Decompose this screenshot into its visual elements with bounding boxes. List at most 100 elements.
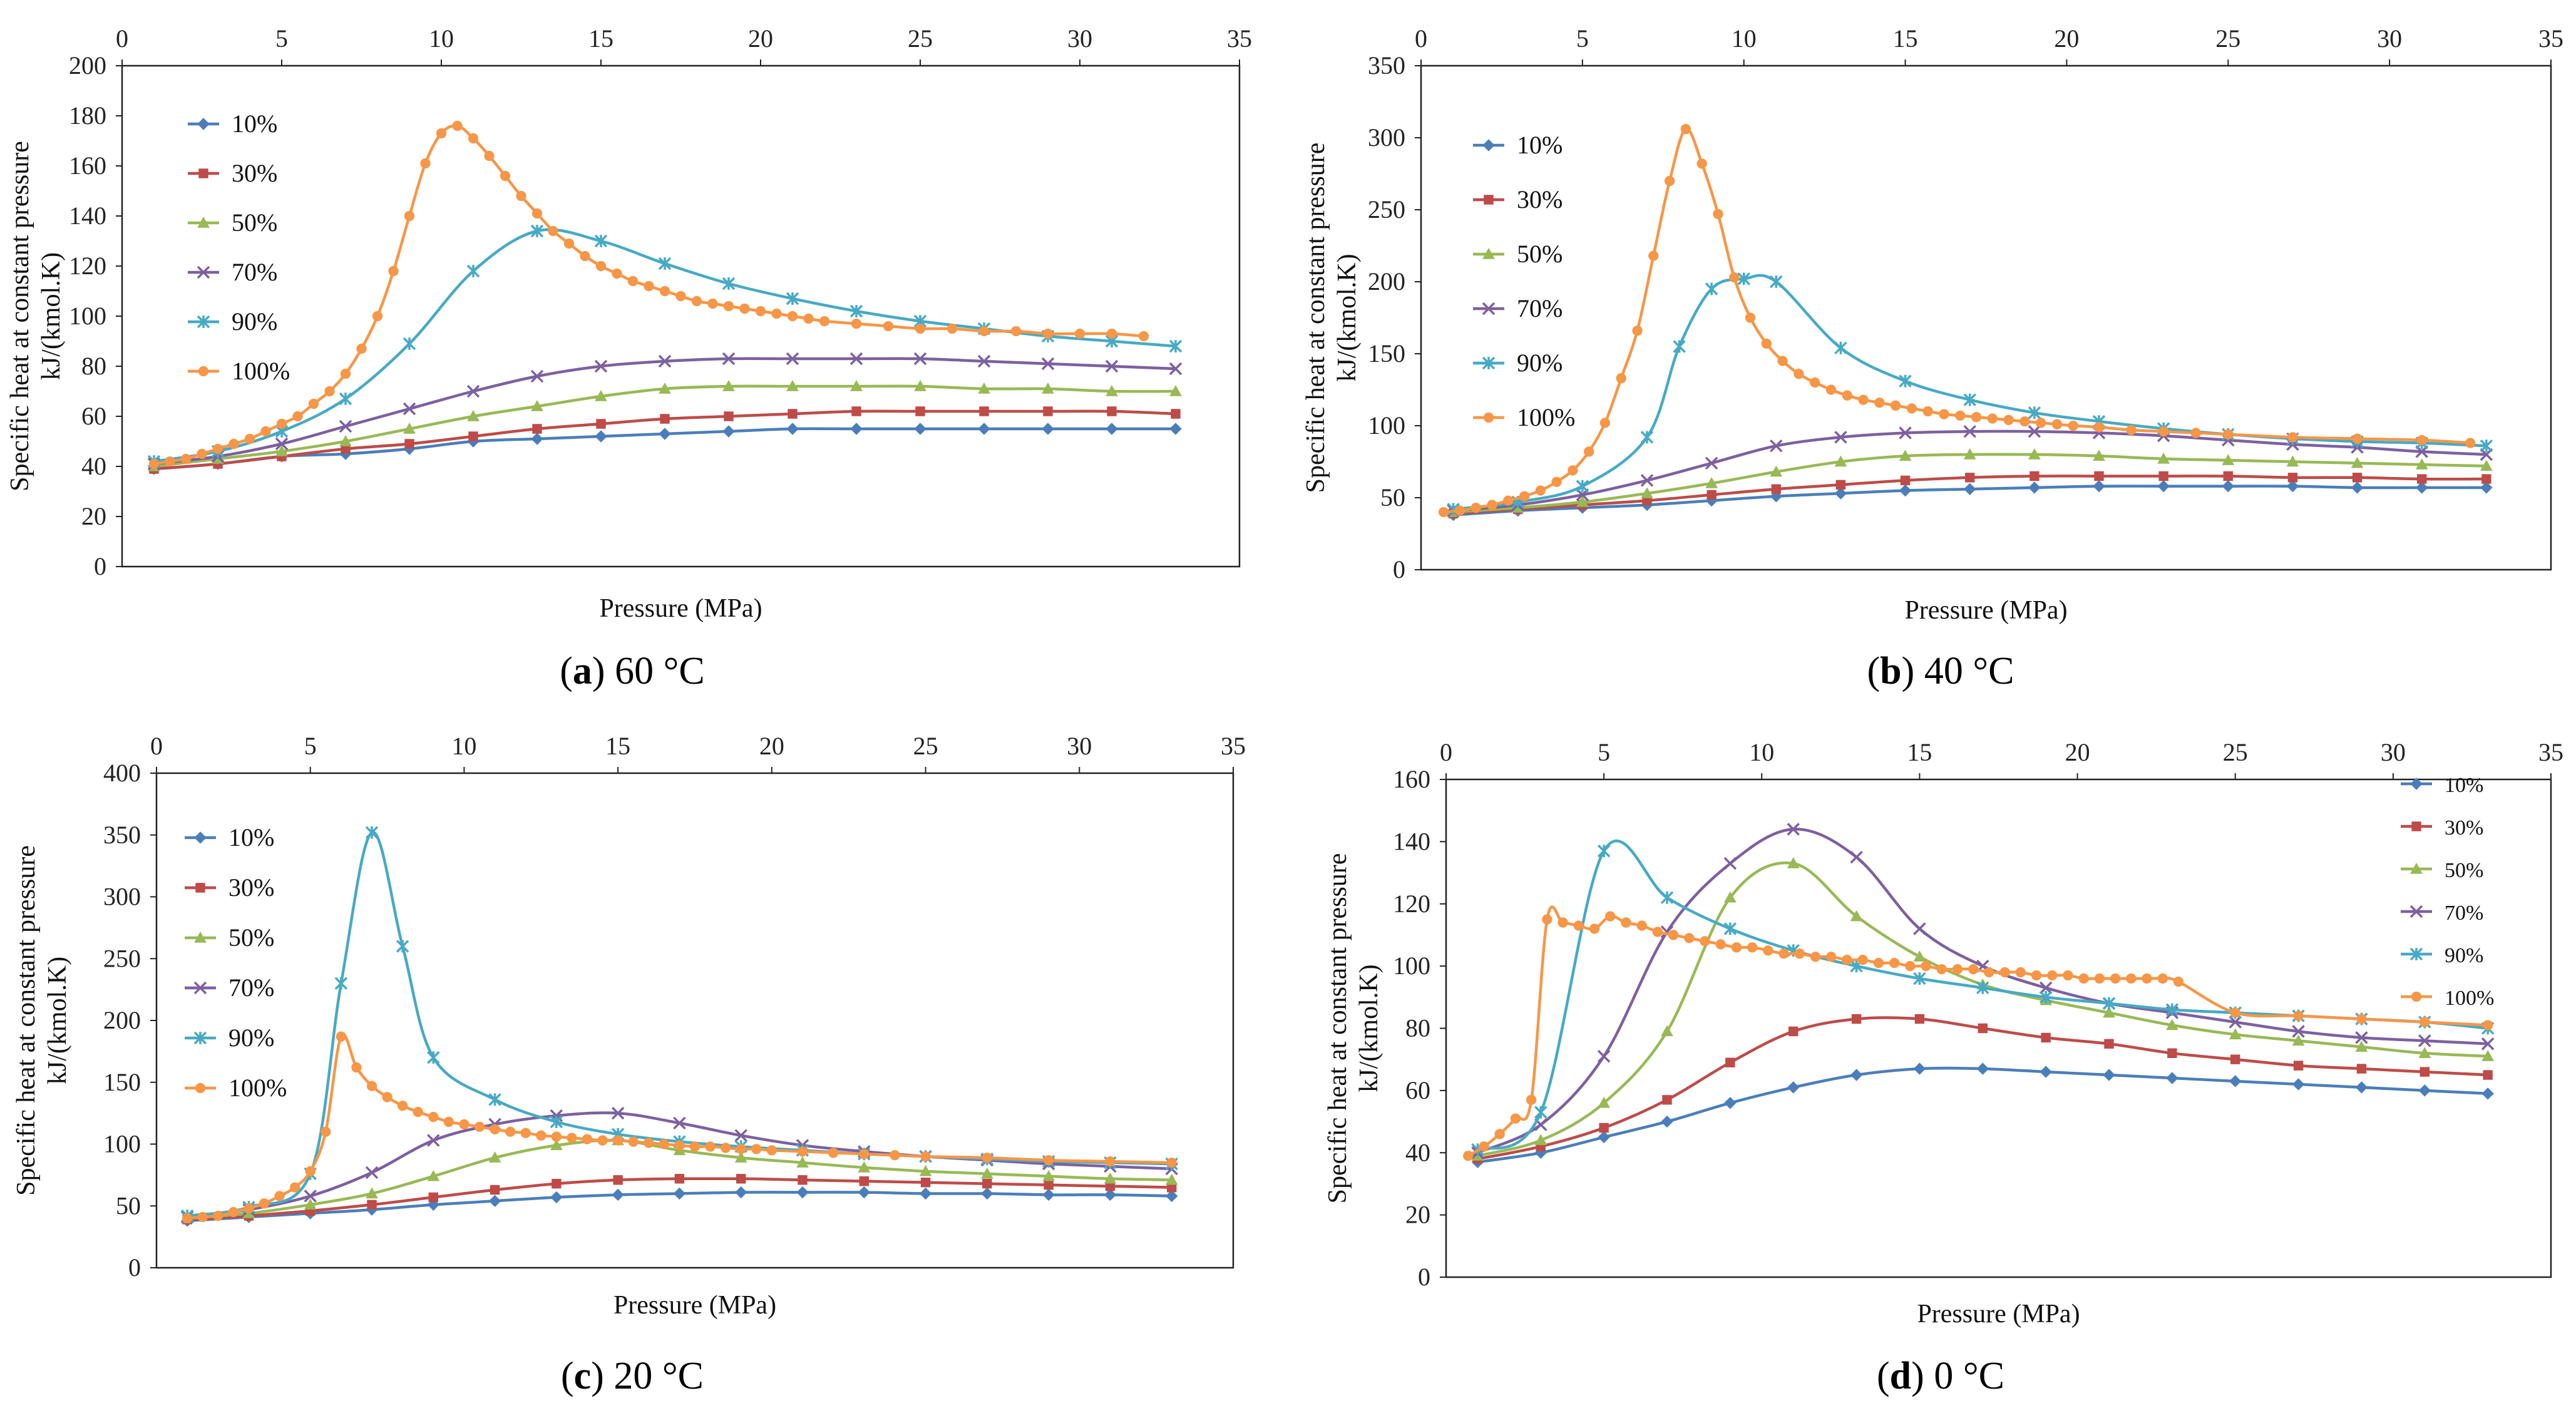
data-point [2028,424,2041,438]
data-point [1605,911,1616,922]
data-point [443,1116,454,1128]
data-point [550,1139,563,1151]
data-point [2028,481,2041,494]
legend-label: 30% [228,873,274,902]
data-point [1696,158,1707,169]
legend-c: 10% 30% 50% 70% 90% 100% [185,823,287,1102]
data-point [2078,973,2089,984]
series-100pct [182,1031,1177,1224]
data-point [1705,282,1718,295]
data-point [1747,942,1758,953]
data-point [488,1093,501,1106]
data-point [2028,406,2041,419]
data-point [612,1188,624,1201]
data-point [2293,1061,2304,1071]
data-point [1955,410,1966,421]
data-point [1976,981,1989,995]
y-axis-title-line1: Specific heat at constant pressure [6,141,34,491]
legend-swatch-marker [2411,821,2421,831]
data-point [978,382,990,394]
data-point [1788,1026,1799,1037]
data-point [2229,1075,2242,1087]
data-point [388,265,399,277]
data-point [531,399,543,411]
data-point [2158,426,2169,437]
data-point [567,1133,577,1143]
plot-area-d [1445,778,2552,1278]
y-tick-label: 0 [128,1253,141,1282]
data-point [182,1213,193,1224]
data-point [1874,398,1885,408]
x-axis-title: Pressure (MPa) [1917,1300,2080,1328]
data-point [1169,362,1183,376]
data-point [1834,455,1847,467]
data-point [1641,487,1653,498]
data-point [468,133,479,144]
x-tick-label: 25 [2215,24,2240,53]
data-point [2286,480,2299,493]
data-point [467,409,480,421]
data-point [292,411,303,422]
data-point [594,359,608,373]
y-tick-label: 100 [69,302,106,330]
data-point [1963,448,1976,460]
legend-label: 90% [2445,944,2483,967]
legend-label: 30% [1517,185,1563,213]
data-point [505,1126,516,1137]
x-tick-label: 5 [275,24,288,53]
legend-swatch-marker [198,366,209,377]
data-point [212,443,223,455]
x-tick-label: 0 [150,732,163,760]
data-point [1597,845,1611,858]
y-tick-label: 20 [81,502,106,530]
y-tick-label: 250 [1368,195,1405,224]
series-70pct [147,352,1183,471]
data-point [1899,426,1912,439]
legend-label: 100% [232,357,290,385]
data-point [530,369,544,383]
data-point [2094,471,2104,481]
data-point [919,1187,932,1200]
legend-label: 10% [232,110,277,138]
data-point [1169,423,1182,435]
data-point [755,306,766,317]
data-point [1763,945,1773,956]
data-point [771,308,782,319]
data-point [1723,922,1737,935]
data-point [308,398,319,409]
data-point [734,1129,747,1142]
y-tick-label: 160 [1393,765,1430,793]
x-tick-label: 5 [304,732,317,760]
x-axis-title: Pressure (MPa) [1904,596,2067,625]
series-10pct [181,1186,1178,1227]
data-point [595,430,607,443]
caption-d-letter: d [1890,1355,1911,1397]
data-point [691,295,702,307]
data-point [828,1148,839,1158]
data-point [1479,1141,1489,1152]
data-point [2104,1039,2114,1049]
data-point [197,1211,208,1223]
data-point [979,406,989,416]
data-point [366,1187,378,1199]
data-point [2351,481,2364,494]
data-point [1599,418,1611,428]
y-tick-label: 80 [1405,1014,1430,1042]
data-point [459,1119,470,1130]
data-point [1899,484,1912,497]
data-point [2047,970,2058,981]
series-10pct [1471,1062,2494,1168]
data-point [597,1135,608,1146]
data-point [2167,1048,2177,1058]
data-point [1621,917,1631,928]
data-point [722,379,735,391]
data-point [611,1106,625,1120]
data-point [659,382,671,394]
data-point [403,402,416,416]
caption-a: (a) 60 °C [560,650,704,692]
data-point [595,260,607,272]
legend-swatch-marker [197,265,210,279]
data-point [2126,424,2137,436]
series-90pct [1471,839,2495,1156]
data-point [2480,439,2493,453]
